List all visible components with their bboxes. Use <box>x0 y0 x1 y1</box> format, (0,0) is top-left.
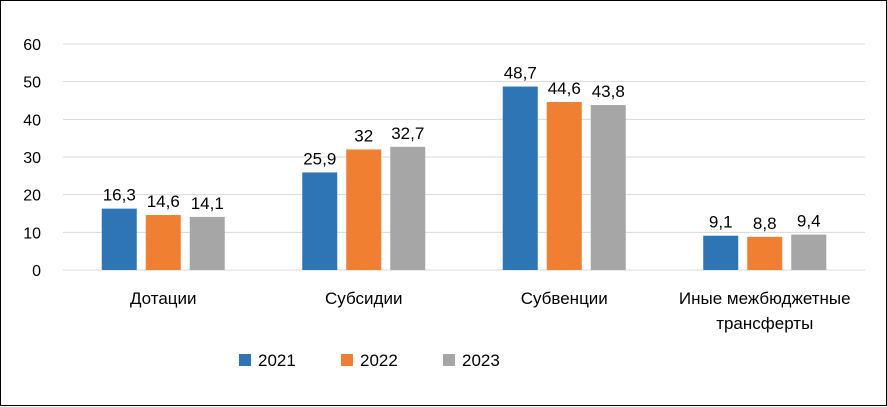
bar <box>145 215 181 270</box>
data-label: 25,9 <box>303 149 336 168</box>
data-label: 43,8 <box>592 82 625 101</box>
legend-swatch <box>443 354 455 366</box>
bar <box>189 216 225 270</box>
y-tick-label: 50 <box>23 75 41 92</box>
category-label: трансферты <box>716 314 813 333</box>
y-tick-label: 40 <box>23 112 41 129</box>
bar <box>791 234 827 270</box>
x-axis: Дотации Субсидии Субвенции Иные межбюджетны… <box>130 289 851 333</box>
category-label: Субсидии <box>325 289 402 308</box>
bar <box>390 146 426 270</box>
y-axis: 0 10 20 30 40 50 60 <box>23 37 41 280</box>
y-tick-label: 10 <box>23 225 41 242</box>
legend-label: 2022 <box>360 351 398 370</box>
bar <box>546 102 582 270</box>
bar <box>346 149 382 270</box>
bar <box>101 208 137 270</box>
y-tick-label: 30 <box>23 150 41 167</box>
legend-label: 2021 <box>258 351 296 370</box>
data-label: 14,1 <box>191 194 224 213</box>
category-label: Субвенции <box>521 289 608 308</box>
y-tick-label: 60 <box>23 37 41 54</box>
legend: 2021 2022 2023 <box>239 351 500 370</box>
data-label: 9,1 <box>709 213 733 232</box>
bar <box>502 86 538 271</box>
y-tick-label: 0 <box>32 263 41 280</box>
bar <box>590 105 626 271</box>
data-label: 16,3 <box>103 186 136 205</box>
data-label: 14,6 <box>147 192 180 211</box>
bars <box>101 86 827 271</box>
data-label: 9,4 <box>797 212 821 231</box>
bar <box>703 235 739 270</box>
legend-swatch <box>239 354 251 366</box>
data-label: 8,8 <box>753 214 777 233</box>
legend-label: 2023 <box>462 351 500 370</box>
legend-swatch <box>341 354 353 366</box>
gridlines <box>63 43 865 271</box>
data-label: 48,7 <box>504 64 537 83</box>
category-label: Дотации <box>130 289 197 308</box>
category-label: Иные межбюджетные <box>679 289 851 308</box>
data-label: 44,6 <box>548 79 581 98</box>
data-labels: 16,3 14,6 14,1 25,9 32 32,7 48,7 44,6 43,8 9,1 8,8… <box>103 64 821 233</box>
bar <box>747 236 783 270</box>
y-tick-label: 20 <box>23 188 41 205</box>
bar <box>302 172 338 270</box>
data-label: 32 <box>354 126 373 145</box>
data-label: 32,7 <box>391 124 424 143</box>
